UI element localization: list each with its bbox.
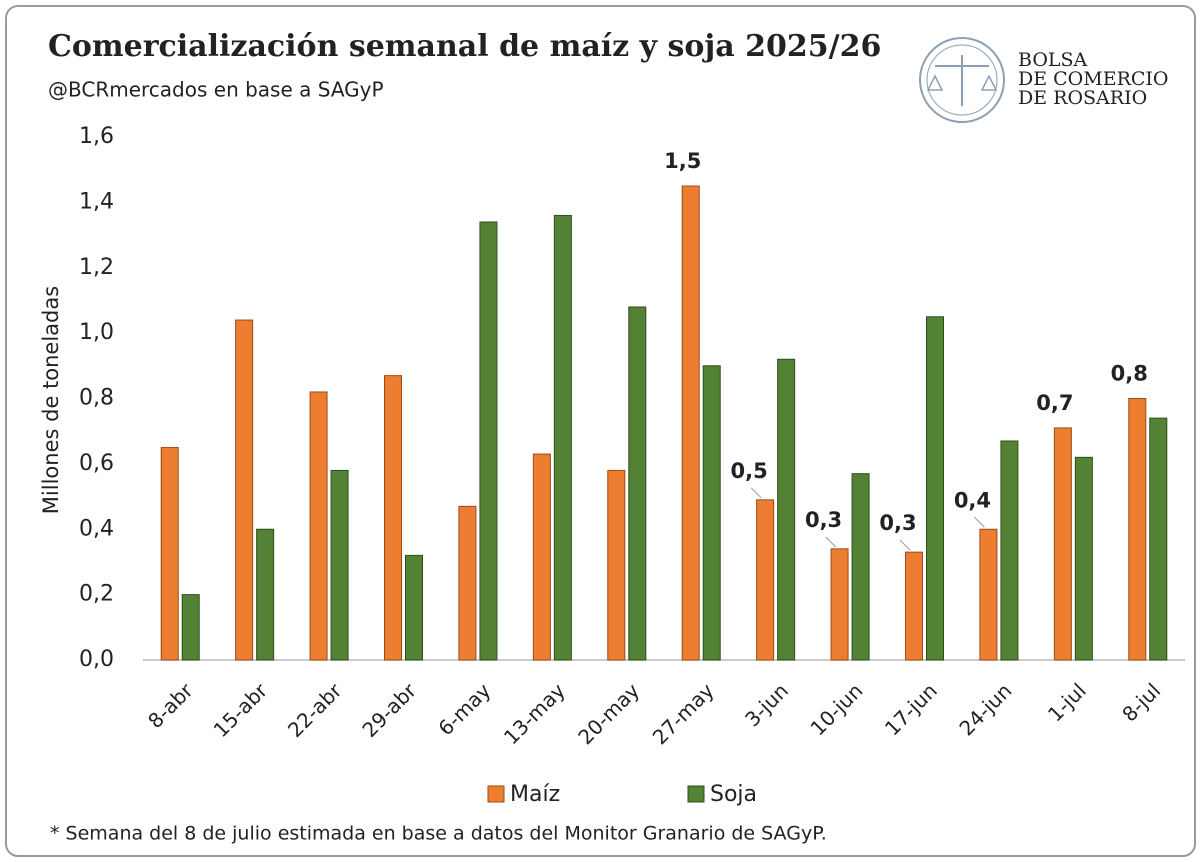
bar	[160, 447, 179, 661]
bar	[553, 214, 572, 661]
bar	[628, 306, 647, 661]
y-tick-label: 1,0	[79, 320, 114, 345]
bar	[607, 469, 626, 661]
legend-swatch	[687, 785, 705, 803]
bar	[1053, 427, 1072, 661]
legend-label: Maíz	[510, 782, 560, 807]
y-axis-label: Millones de toneladas	[39, 286, 63, 514]
bar	[1074, 456, 1093, 661]
bar	[235, 319, 254, 661]
bar	[681, 185, 700, 661]
bar	[479, 221, 498, 661]
data-label: 0,3	[879, 511, 916, 535]
bar	[756, 499, 775, 661]
footnote: * Semana del 8 de julio estimada en base…	[50, 823, 827, 845]
chart-border	[5, 5, 1196, 857]
logo-text: DE ROSARIO	[1018, 87, 1147, 109]
bar	[851, 473, 870, 661]
bar	[309, 391, 328, 661]
data-label: 0,8	[1111, 362, 1148, 386]
chart-title: Comercialización semanal de maíz y soja …	[48, 29, 881, 64]
bar	[405, 554, 423, 661]
y-tick-label: 1,4	[79, 189, 114, 214]
leader-line	[899, 539, 911, 551]
chart-subtitle: @BCRmercados en base a SAGyP	[48, 78, 384, 102]
bar	[1149, 417, 1168, 661]
logo-circle	[919, 37, 1005, 123]
logo: BOLSA DE COMERCIO DE ROSARIO	[919, 37, 1169, 123]
bar	[330, 469, 349, 661]
bar	[181, 594, 200, 661]
leader-line	[974, 516, 985, 528]
bar	[532, 453, 551, 661]
leader-line	[825, 536, 836, 548]
bar	[979, 528, 998, 661]
bar	[458, 505, 477, 661]
logo-inner-circle	[926, 44, 998, 116]
bar	[1000, 440, 1019, 661]
bar	[905, 551, 923, 661]
y-tick-label: 0,0	[79, 647, 114, 672]
data-label: 0,4	[954, 488, 991, 512]
bar	[777, 358, 796, 661]
bar	[256, 528, 275, 661]
y-tick-label: 0,4	[79, 516, 114, 541]
y-tick-label: 0,8	[79, 386, 114, 411]
y-tick-label: 1,6	[79, 124, 114, 149]
bar	[830, 548, 849, 661]
legend-label: Soja	[710, 782, 757, 807]
logo-scales	[926, 74, 998, 91]
y-tick-label: 1,2	[79, 255, 114, 280]
bar	[384, 375, 402, 661]
data-label: 0,7	[1036, 391, 1073, 415]
logo-text: DE COMERCIO	[1018, 68, 1169, 90]
logo-text: BOLSA	[1018, 49, 1088, 71]
data-label: 0,3	[805, 508, 842, 532]
bar	[1128, 398, 1147, 661]
leader-line	[750, 487, 762, 499]
bar	[926, 316, 944, 661]
legend-swatch	[487, 785, 505, 803]
y-tick-label: 0,6	[79, 451, 114, 476]
data-label: 0,5	[731, 459, 768, 483]
data-label: 1,5	[664, 149, 701, 173]
y-tick-label: 0,2	[79, 582, 114, 607]
bar	[702, 365, 721, 661]
